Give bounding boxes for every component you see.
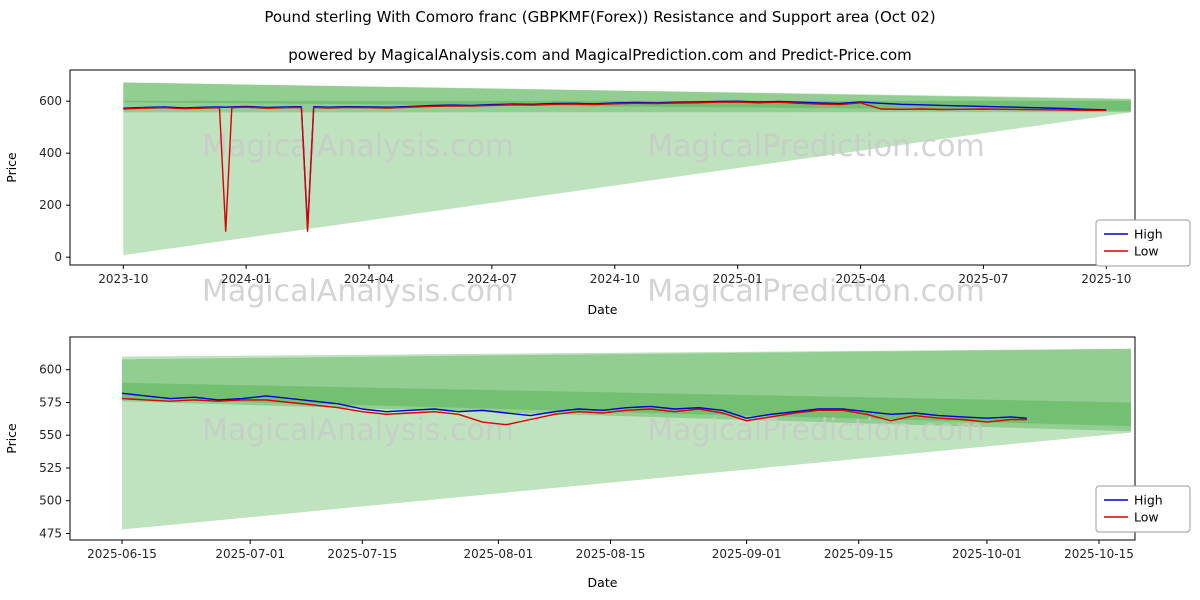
plot-border <box>69 336 1136 541</box>
legend-low-label: Low <box>1134 510 1159 525</box>
x-tick-label: 2025-07 <box>958 272 1008 286</box>
legend-low-label: Low <box>1134 244 1159 259</box>
y-tick-label: 475 <box>39 527 62 541</box>
x-axis-label: Date <box>588 302 618 317</box>
x-tick-label: 2025-09-01 <box>712 547 782 561</box>
legend: High Low <box>1095 219 1191 267</box>
y-axis-label: Price <box>4 423 19 454</box>
low-line <box>121 397 1027 426</box>
legend: High Low <box>1095 485 1191 533</box>
x-tick-label: 2025-07-15 <box>327 547 397 561</box>
legend-box <box>1095 219 1191 267</box>
high-line <box>121 392 1027 419</box>
y-tick-label: 600 <box>39 94 62 108</box>
watermark: MagicalAnalysis.com <box>202 413 514 448</box>
x-tick-label: 2025-08-01 <box>464 547 534 561</box>
x-tick-label: 2025-01 <box>713 272 763 286</box>
y-tick-label: 400 <box>39 146 62 160</box>
chart-title: Pound sterling With Comoro franc (GBPKMF… <box>264 8 936 26</box>
x-axis-label: Date <box>588 575 618 590</box>
x-tick-label: 2025-10-01 <box>952 547 1022 561</box>
low-line <box>123 101 1107 232</box>
y-tick-label: 575 <box>39 396 62 410</box>
y-tick-label: 600 <box>39 363 62 377</box>
bottom-chart: MagicalAnalysis.com MagicalPrediction.com… <box>4 336 1191 590</box>
high-line <box>123 100 1107 229</box>
x-tick-label: 2023-10 <box>98 272 148 286</box>
watermark: MagicalAnalysis.com <box>202 274 514 309</box>
legend-high-label: High <box>1134 227 1163 242</box>
watermark: MagicalAnalysis.com <box>202 129 514 164</box>
watermark: MagicalPrediction.com <box>647 274 985 309</box>
plot-border <box>69 69 1136 266</box>
chart-subtitle: powered by MagicalAnalysis.com and Magic… <box>288 46 912 64</box>
x-tick-label: 2025-10-15 <box>1064 547 1134 561</box>
y-axis-label: Price <box>4 152 19 183</box>
x-tick-label: 2025-07-01 <box>215 547 285 561</box>
legend-high-label: High <box>1134 493 1163 508</box>
x-tick-label: 2024-04 <box>344 272 394 286</box>
x-tick-label: 2025-10 <box>1081 272 1131 286</box>
x-tick-label: 2025-04 <box>836 272 886 286</box>
y-tick-label: 525 <box>39 461 62 475</box>
x-tick-label: 2025-08-15 <box>576 547 646 561</box>
support-resistance-band <box>122 348 1131 530</box>
x-tick-label: 2025-09-15 <box>824 547 894 561</box>
y-tick-label: 500 <box>39 494 62 508</box>
x-tick-label: 2024-07 <box>467 272 517 286</box>
watermark: MagicalPrediction.com <box>647 413 985 448</box>
y-tick-label: 0 <box>54 250 62 264</box>
top-chart: MagicalAnalysis.com MagicalPrediction.com… <box>4 69 1191 317</box>
y-tick-label: 200 <box>39 198 62 212</box>
support-resistance-band <box>122 348 1131 427</box>
x-tick-label: 2024-10 <box>590 272 640 286</box>
x-tick-label: 2024-01 <box>221 272 271 286</box>
support-resistance-band <box>123 82 1131 256</box>
y-tick-label: 550 <box>39 428 62 442</box>
x-tick-label: 2025-06-15 <box>87 547 157 561</box>
watermark: MagicalPrediction.com <box>647 129 985 164</box>
legend-box <box>1095 485 1191 533</box>
